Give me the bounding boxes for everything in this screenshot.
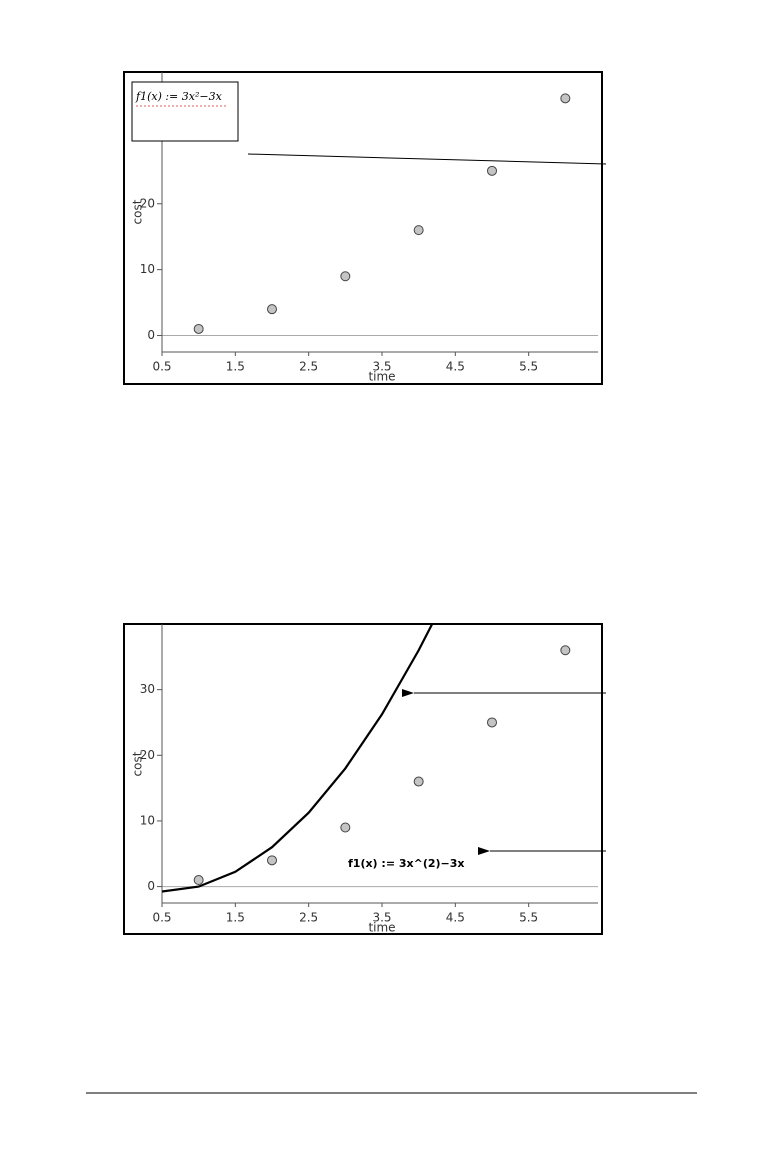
data-point (340, 822, 351, 833)
data-point (267, 855, 277, 866)
y-tick-label: 20 (140, 196, 155, 210)
x-tick-label: 3.5 (372, 911, 391, 925)
x-axis-title: time (368, 370, 395, 384)
function-label: f1(x) := 3x^(2)−3x (348, 857, 465, 870)
data-point (193, 875, 204, 886)
data-point (560, 645, 571, 656)
callout-line (247, 153, 607, 165)
x-tick-label: 1.5 (226, 911, 245, 925)
chart: 0 10 20 0.5 1.5 2.5 3.5 4.5 5.5 time cost f1(x) := … (123, 71, 603, 385)
data-point (413, 776, 424, 787)
y-axis-title: cost (131, 751, 145, 776)
x-tick-label: 3.5 (372, 360, 391, 374)
data-point (487, 717, 497, 728)
x-tick-label: 0.5 (152, 360, 171, 374)
x-tick-label: 2.5 (299, 360, 318, 374)
y-tick-label: 20 (140, 748, 155, 762)
x-tick-label: 4.5 (446, 911, 465, 925)
curve (162, 624, 434, 893)
x-tick-label: 4.5 (446, 360, 465, 374)
data-point (560, 93, 571, 104)
formula-box (131, 81, 239, 142)
frame (123, 623, 603, 935)
data-point (193, 323, 204, 334)
chart: 0 10 20 30 0.5 1.5 2.5 3.5 4.5 5.5 time cost f1(x) :… (123, 623, 603, 935)
data-point (340, 271, 351, 282)
x-tick-label: 0.5 (152, 911, 171, 925)
x-tick-label: 5.5 (519, 911, 538, 925)
plot-area (162, 624, 571, 893)
plot-area (193, 93, 571, 334)
formula: f1(x) := 3x²−3x (135, 90, 223, 103)
data-point (413, 225, 424, 236)
x-tick-label: 5.5 (519, 360, 538, 374)
data-point (487, 165, 497, 176)
y-tick-label: 10 (140, 813, 155, 827)
data-point (267, 304, 277, 315)
x-tick-label: 1.5 (226, 360, 245, 374)
y-axis-title: cost (131, 199, 145, 224)
y-tick-label: 10 (140, 262, 155, 276)
y-tick-label: 0 (147, 879, 155, 893)
y-tick-label: 30 (140, 682, 155, 696)
x-axis-title: time (368, 921, 395, 935)
x-tick-label: 2.5 (299, 911, 318, 925)
y-tick-label: 0 (147, 328, 155, 342)
